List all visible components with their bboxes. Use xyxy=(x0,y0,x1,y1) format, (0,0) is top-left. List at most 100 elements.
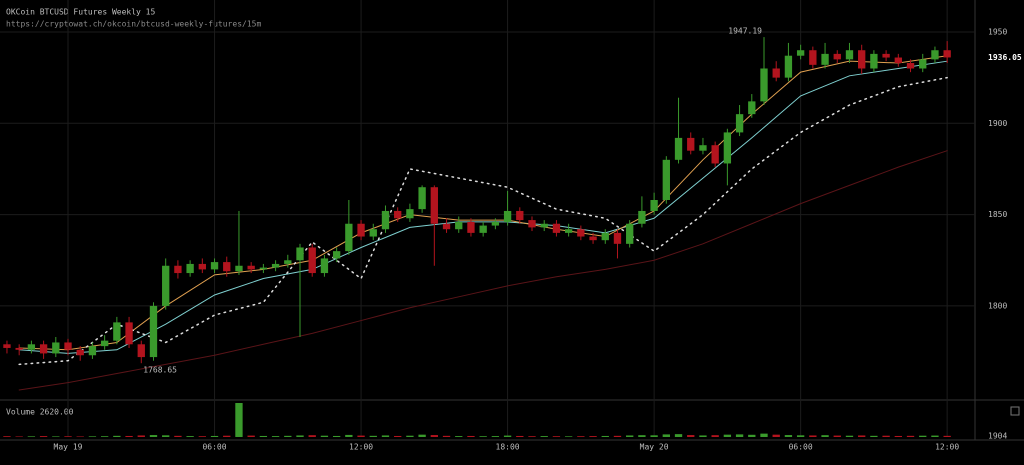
candle-body xyxy=(894,57,902,64)
extreme-label: 1947.19 xyxy=(728,27,762,36)
volume-bar xyxy=(76,436,84,437)
volume-bar xyxy=(39,436,48,437)
volume-bar xyxy=(735,434,744,437)
volume-bar xyxy=(870,435,878,437)
volume-bar xyxy=(858,435,866,437)
panel-close-icon[interactable] xyxy=(1010,406,1020,416)
candle-body xyxy=(723,132,732,164)
candle-body xyxy=(479,225,487,233)
candle-body xyxy=(27,344,36,350)
candle-body xyxy=(796,50,805,56)
volume-bar xyxy=(381,435,390,437)
volume-bar xyxy=(650,435,658,437)
candle-body xyxy=(858,50,866,69)
candle-body xyxy=(650,200,658,211)
candle-body xyxy=(284,260,292,264)
candle-body xyxy=(735,114,744,133)
volume-bar xyxy=(247,435,255,437)
candle-body xyxy=(149,305,158,358)
moving-average xyxy=(18,150,948,391)
candle-body xyxy=(589,236,597,241)
volume-bar xyxy=(503,435,512,437)
candle-body xyxy=(662,159,670,200)
candle-body xyxy=(125,322,133,345)
candle-body xyxy=(870,53,878,69)
volume-bar xyxy=(796,435,805,437)
candle-body xyxy=(943,50,951,58)
candle-body xyxy=(418,187,426,210)
candle-body xyxy=(748,101,756,115)
volume-bar xyxy=(906,435,915,437)
candle-body xyxy=(345,223,353,252)
y-tick-label: 1900 xyxy=(988,119,1007,128)
volume-bar xyxy=(577,436,585,437)
candle-body xyxy=(699,145,707,151)
volume-bar xyxy=(210,435,219,437)
candle-body xyxy=(430,187,438,224)
candle-body xyxy=(919,59,927,69)
candle-body xyxy=(601,232,609,241)
volume-bar xyxy=(760,433,768,437)
last-price-label: 1936.05 xyxy=(988,53,1022,62)
candle-body xyxy=(442,223,451,230)
candle-body xyxy=(931,50,939,60)
y-tick-label: 1950 xyxy=(988,27,1007,36)
volume-bar xyxy=(442,435,451,437)
volume-bar xyxy=(394,435,402,437)
volume-bar xyxy=(357,435,365,437)
candle-body xyxy=(491,221,500,226)
volume-bar xyxy=(149,435,158,437)
volume-bar xyxy=(626,435,634,437)
candle-body xyxy=(833,53,841,60)
candle-body xyxy=(259,267,268,270)
volume-bar xyxy=(137,435,145,437)
volume-bar xyxy=(332,435,341,437)
candle-body xyxy=(577,229,585,237)
volume-bar xyxy=(64,436,72,437)
candle-body xyxy=(88,346,97,356)
volume-bar xyxy=(699,435,707,437)
volume-bar xyxy=(52,436,60,437)
volume-bar xyxy=(589,436,597,437)
volume-bar xyxy=(613,435,622,437)
x-tick-label: 06:00 xyxy=(202,443,226,452)
candle-body xyxy=(467,221,475,233)
volume-bar xyxy=(3,436,11,437)
volume-bar xyxy=(723,434,732,437)
candle-body xyxy=(711,145,719,164)
volume-bar xyxy=(528,436,536,437)
volume-bar xyxy=(943,435,951,437)
volume-bar xyxy=(784,435,793,437)
volume-bar xyxy=(662,434,670,437)
volume-bar xyxy=(601,435,609,437)
candle-body xyxy=(503,210,512,222)
candle-body xyxy=(223,262,231,272)
x-tick-label: 12:00 xyxy=(935,443,959,452)
candle-body xyxy=(296,247,304,261)
candle-body xyxy=(235,265,243,272)
candle-body xyxy=(638,210,646,224)
volume-bar xyxy=(772,434,780,437)
candle-body xyxy=(821,53,829,65)
x-tick-label: May 19 xyxy=(54,443,83,452)
candle-body xyxy=(39,344,48,354)
moving-average xyxy=(18,55,948,351)
candle-body xyxy=(455,221,463,230)
candle-body xyxy=(113,322,121,341)
volume-bar xyxy=(345,434,353,437)
stop-line xyxy=(18,76,948,366)
volume-bar xyxy=(821,435,829,437)
candle-body xyxy=(332,251,341,259)
chart-title: OKCoin BTCUSD Futures Weekly 15 xyxy=(6,8,155,17)
candle-body xyxy=(540,223,548,228)
candle-body xyxy=(784,55,793,78)
volume-bar xyxy=(186,436,194,437)
volume-bar xyxy=(687,435,695,437)
y-tick-label: 1850 xyxy=(988,210,1007,219)
volume-bar xyxy=(369,435,377,437)
candle-body xyxy=(210,262,219,270)
volume-bar xyxy=(552,436,561,437)
volume-bar xyxy=(174,435,182,437)
y-tick-label: 1800 xyxy=(988,301,1007,310)
